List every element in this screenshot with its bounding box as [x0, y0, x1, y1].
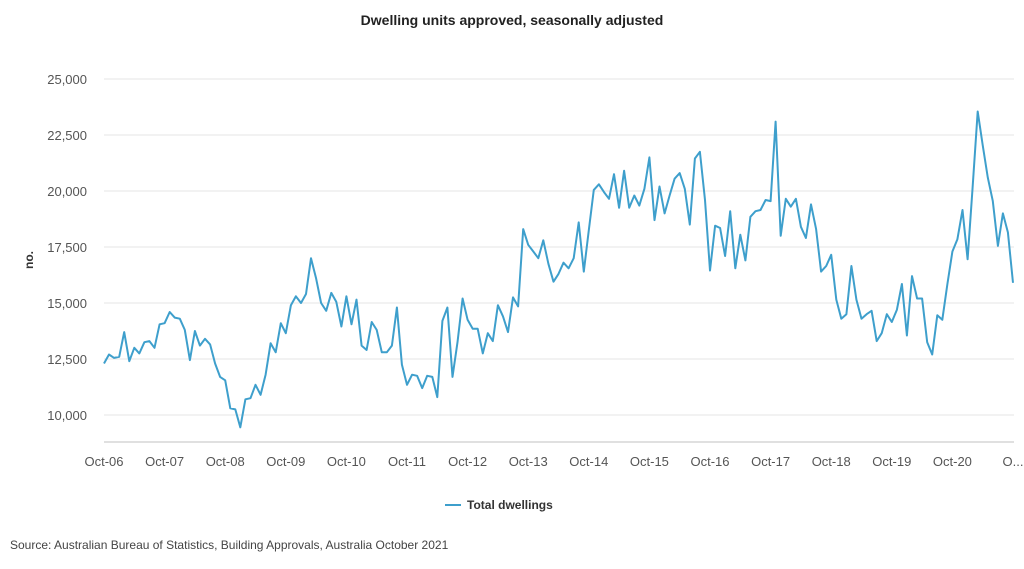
series-layer: [103, 110, 1014, 429]
y-tick-label: 12,500: [47, 352, 87, 367]
x-tick-label: Oct-16: [690, 454, 729, 469]
y-tick-label: 22,500: [47, 128, 87, 143]
x-tick-label: Oct-18: [812, 454, 851, 469]
x-tick-label: Oct-10: [327, 454, 366, 469]
x-tick-label: Oct-12: [448, 454, 487, 469]
x-axis-ticks: Oct-06 Oct-07 Oct-08 Oct-09 Oct-10 Oct-11 Oct-…: [84, 454, 1023, 469]
x-tick-label: Oct-13: [509, 454, 548, 469]
x-tick-label: Oct-20: [933, 454, 972, 469]
legend[interactable]: Total dwellings: [445, 498, 553, 512]
gridlines: [104, 78, 1014, 416]
x-tick-label: Oct-07: [145, 454, 184, 469]
chart-title: Dwelling units approved, seasonally adju…: [361, 12, 664, 28]
y-tick-label: 15,000: [47, 296, 87, 311]
legend-label: Total dwellings: [467, 498, 553, 512]
y-axis-title: no.: [22, 251, 36, 269]
x-tick-label: Oct-14: [569, 454, 608, 469]
y-tick-label: 25,000: [47, 72, 87, 87]
y-tick-label: 17,500: [47, 240, 87, 255]
x-tick-label: Oct-17: [751, 454, 790, 469]
x-tick-label: Oct-11: [388, 454, 426, 469]
x-tick-label: Oct-06: [84, 454, 123, 469]
y-tick-label: 10,000: [47, 408, 87, 423]
source-note: Source: Australian Bureau of Statistics,…: [10, 538, 449, 552]
series-line-total-dwellings[interactable]: [103, 110, 1014, 429]
y-tick-label: 20,000: [47, 184, 87, 199]
x-tick-label: Oct-15: [630, 454, 669, 469]
y-axis-ticks: 10,000 12,500 15,000 17,500 20,000 22,500 25,0…: [47, 72, 87, 423]
x-tick-label: Oct-19: [872, 454, 911, 469]
x-tick-label: Oct-09: [266, 454, 305, 469]
x-tick-label: Oct-08: [206, 454, 245, 469]
x-tick-label: O...: [1003, 454, 1024, 469]
